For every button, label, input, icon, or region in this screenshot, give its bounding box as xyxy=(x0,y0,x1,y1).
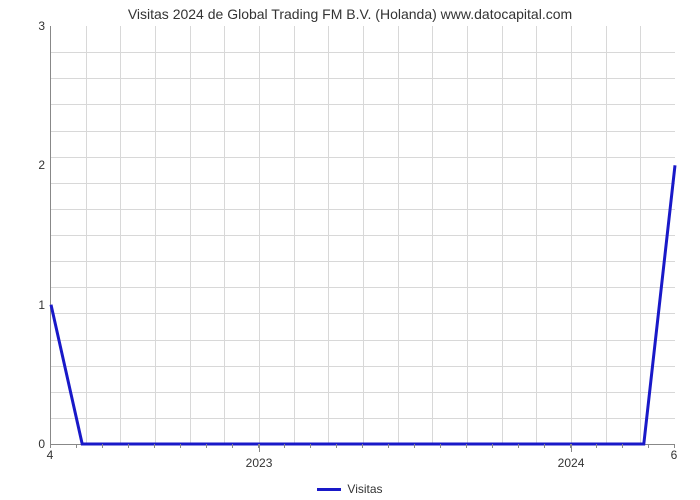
y-tick-label: 3 xyxy=(30,19,45,33)
chart: Visitas 2024 de Global Trading FM B.V. (… xyxy=(0,0,700,500)
legend-label: Visitas xyxy=(347,482,382,496)
plot-area xyxy=(50,26,675,445)
line-series-visitas xyxy=(51,26,675,444)
y-tick-label: 2 xyxy=(30,158,45,172)
x-tick-year-label: 2024 xyxy=(558,456,585,470)
x-tick-label: 6 xyxy=(671,448,678,462)
y-tick-label: 1 xyxy=(30,298,45,312)
x-tick-year-label: 2023 xyxy=(246,456,273,470)
chart-title: Visitas 2024 de Global Trading FM B.V. (… xyxy=(0,6,700,22)
legend: Visitas xyxy=(0,482,700,496)
y-tick-label: 0 xyxy=(30,437,45,451)
x-tick-label: 4 xyxy=(47,448,54,462)
legend-swatch xyxy=(317,488,341,491)
